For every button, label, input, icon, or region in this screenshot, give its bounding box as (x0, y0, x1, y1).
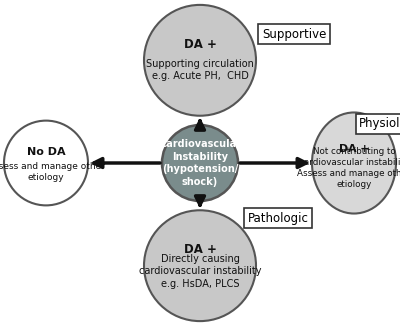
Text: Directly causing
cardiovascular instability
e.g. HsDA, PLCS: Directly causing cardiovascular instabil… (139, 254, 261, 289)
Text: DA +: DA + (184, 38, 216, 51)
Text: Pathologic: Pathologic (248, 212, 308, 225)
Text: Not contributing to
cardiovascular instability
Assess and manage other
etiology: Not contributing to cardiovascular insta… (297, 147, 400, 189)
Text: No DA: No DA (27, 147, 65, 157)
Text: Physiologic: Physiologic (359, 117, 400, 130)
Ellipse shape (144, 5, 256, 116)
Text: Supporting circulation
e.g. Acute PH,  CHD: Supporting circulation e.g. Acute PH, CH… (146, 59, 254, 82)
Text: Cardiovascular
Instability
(hypotension/
shock): Cardiovascular Instability (hypotension/… (159, 139, 241, 187)
Ellipse shape (312, 112, 396, 214)
Text: DA +: DA + (184, 243, 216, 256)
Text: DA +: DA + (339, 144, 369, 154)
Text: Supportive: Supportive (262, 28, 326, 41)
Ellipse shape (162, 125, 238, 201)
Ellipse shape (4, 121, 88, 205)
Ellipse shape (144, 210, 256, 321)
Text: Assess and manage other
etiology: Assess and manage other etiology (0, 162, 104, 182)
